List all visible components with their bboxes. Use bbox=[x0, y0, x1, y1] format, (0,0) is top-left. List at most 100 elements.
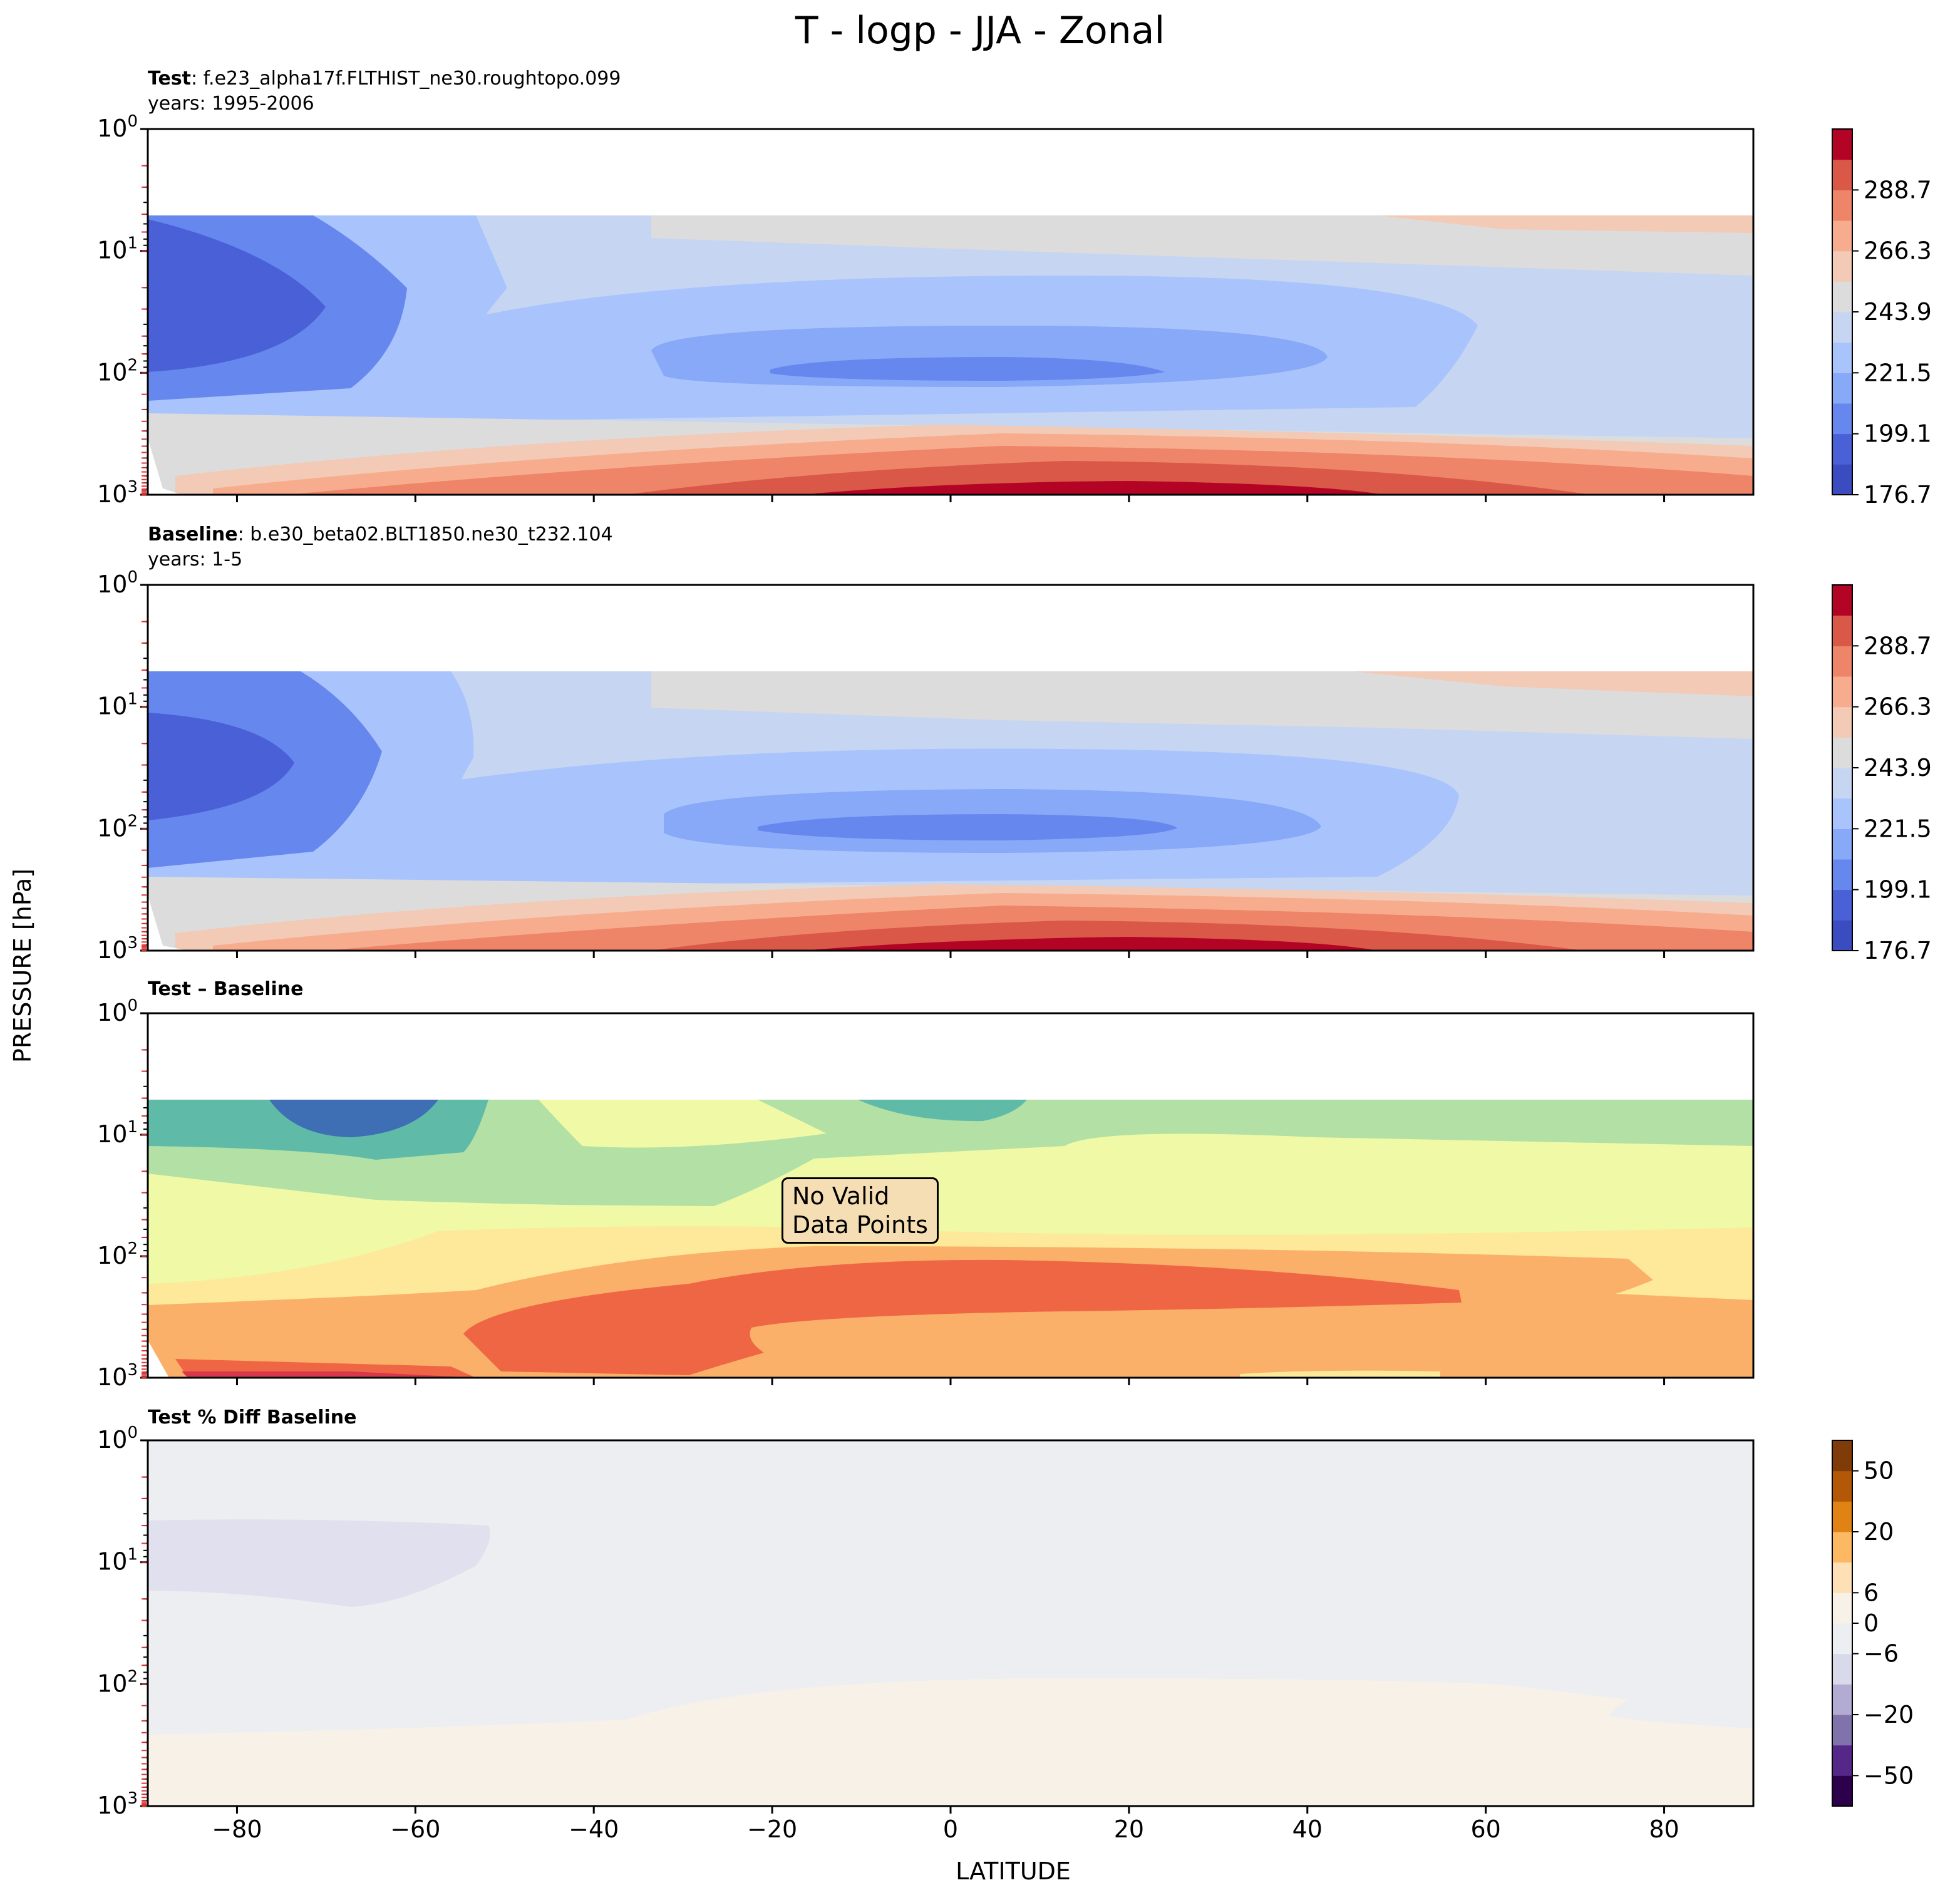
colorbar-segment bbox=[1832, 129, 1852, 160]
y-tick-label: 102 bbox=[97, 1667, 138, 1697]
colorbar-segment bbox=[1832, 1440, 1852, 1472]
x-tick-label: −80 bbox=[212, 1815, 262, 1843]
y-tick-label: 101 bbox=[97, 690, 138, 720]
y-tick-label: 103 bbox=[97, 478, 138, 508]
colorbar-segment bbox=[1832, 798, 1852, 829]
colorbar-segment bbox=[1832, 1775, 1852, 1807]
y-tick-label: 103 bbox=[97, 934, 138, 964]
y-tick-label: 100 bbox=[97, 1423, 138, 1453]
colorbar-segment bbox=[1832, 373, 1852, 404]
y-tick-label: 103 bbox=[97, 1789, 138, 1819]
y-axis-label: PRESSURE [hPa] bbox=[9, 868, 36, 1063]
colorbar-segment bbox=[1832, 920, 1852, 951]
colorbar-tick-label: 176.7 bbox=[1864, 937, 1932, 964]
colorbar-segment bbox=[1832, 1593, 1852, 1624]
x-tick-label: −60 bbox=[390, 1815, 440, 1843]
colorbar-tick-label: 221.5 bbox=[1864, 815, 1932, 842]
colorbar-tick-label: 288.7 bbox=[1864, 176, 1932, 204]
x-tick-label: 60 bbox=[1470, 1815, 1500, 1843]
colorbar-tick-label: 288.7 bbox=[1864, 632, 1932, 659]
baseline-contour-field bbox=[148, 585, 1753, 951]
diff-contour-field bbox=[148, 1013, 1753, 1378]
colorbar-segment bbox=[1832, 1715, 1852, 1746]
colorbar-segment bbox=[1832, 889, 1852, 921]
colorbar-tick-label: 0 bbox=[1864, 1609, 1879, 1637]
colorbar-segment bbox=[1832, 190, 1852, 221]
x-tick-label: −40 bbox=[569, 1815, 619, 1843]
colorbar-tick-label: 20 bbox=[1864, 1518, 1894, 1546]
y-tick-label: 101 bbox=[97, 234, 138, 264]
colorbar-tick-label: 6 bbox=[1864, 1579, 1879, 1606]
colorbar-segment bbox=[1832, 342, 1852, 373]
colorbar-tick-label: 199.1 bbox=[1864, 420, 1932, 448]
colorbar-segment bbox=[1832, 1745, 1852, 1776]
colorbar-segment bbox=[1832, 615, 1852, 646]
y-tick-label: 101 bbox=[97, 1546, 138, 1576]
baseline-label: Baseline bbox=[148, 524, 238, 545]
test-years: years: 1995-2006 bbox=[148, 93, 314, 115]
colorbar-segment bbox=[1832, 1562, 1852, 1593]
colorbar-segment bbox=[1832, 1532, 1852, 1563]
x-tick-label: 40 bbox=[1292, 1815, 1323, 1843]
colorbar-tick-label: 176.7 bbox=[1864, 481, 1932, 509]
baseline-panel-title: Baseline: b.e30_beta02.BLT1850.ne30_t232… bbox=[148, 522, 613, 572]
pctdiff-panel-title: Test % Diff Baseline bbox=[148, 1405, 357, 1430]
y-tick-label: 101 bbox=[97, 1118, 138, 1148]
y-tick-label: 102 bbox=[97, 1239, 138, 1269]
test-colorbar: 176.7 199.1 221.5 243.9 266.3 288.7 bbox=[1832, 128, 1932, 509]
pctdiff-label: Test % Diff Baseline bbox=[148, 1407, 357, 1428]
colorbar-segment bbox=[1832, 159, 1852, 190]
colorbar-segment bbox=[1832, 859, 1852, 891]
y-tick-label: 100 bbox=[97, 996, 138, 1026]
no-valid-line1: No Valid bbox=[792, 1182, 890, 1210]
colorbar-segment bbox=[1832, 1653, 1852, 1685]
x-tick-label: 80 bbox=[1649, 1815, 1679, 1843]
colorbar-tick-label: 50 bbox=[1864, 1457, 1894, 1485]
baseline-years: years: 1-5 bbox=[148, 549, 243, 571]
baseline-colorbar: 176.7 199.1 221.5 243.9 266.3 288.7 bbox=[1832, 584, 1932, 964]
colorbar-segment bbox=[1832, 829, 1852, 860]
baseline-case-name: : b.e30_beta02.BLT1850.ne30_t232.104 bbox=[237, 524, 613, 545]
colorbar-tick-label: 266.3 bbox=[1864, 693, 1932, 721]
colorbar-segment bbox=[1832, 646, 1852, 677]
colorbar-tick-label: −20 bbox=[1864, 1701, 1914, 1728]
test-contour-field bbox=[148, 129, 1753, 495]
y-tick-label: 102 bbox=[97, 356, 138, 386]
colorbar-segment bbox=[1832, 1501, 1852, 1532]
x-axis-label: LATITUDE bbox=[956, 1857, 1071, 1885]
colorbar-segment bbox=[1832, 1684, 1852, 1715]
y-tick-label: 100 bbox=[97, 112, 138, 142]
test-label: Test bbox=[148, 68, 192, 90]
colorbar-tick-label: −6 bbox=[1864, 1640, 1899, 1668]
colorbar-tick-label: 266.3 bbox=[1864, 237, 1932, 265]
pctdiff-colorbar: −50 −20 −6 0 6 20 50 bbox=[1832, 1440, 1914, 1807]
x-tick-label: 0 bbox=[943, 1815, 958, 1843]
colorbar-tick-label: 221.5 bbox=[1864, 359, 1932, 386]
test-panel-title: Test: f.e23_alpha17f.FLTHIST_ne30.rought… bbox=[148, 66, 621, 116]
colorbar-segment bbox=[1832, 737, 1852, 768]
colorbar-segment bbox=[1832, 464, 1852, 495]
colorbar-segment bbox=[1832, 220, 1852, 252]
colorbar-tick-label: 243.9 bbox=[1864, 298, 1932, 326]
y-tick-label: 100 bbox=[97, 568, 138, 598]
x-tick-label: 20 bbox=[1114, 1815, 1144, 1843]
colorbar-segment bbox=[1832, 403, 1852, 435]
no-valid-data-annotation: No Valid Data Points bbox=[781, 1177, 939, 1244]
colorbar-segment bbox=[1832, 1623, 1852, 1655]
colorbar-segment bbox=[1832, 433, 1852, 465]
pctdiff-contour-field bbox=[148, 1440, 1753, 1806]
y-tick-label: 102 bbox=[97, 812, 138, 842]
colorbar-tick-label: 199.1 bbox=[1864, 876, 1932, 904]
colorbar-segment bbox=[1832, 676, 1852, 708]
colorbar-tick-label: −50 bbox=[1864, 1762, 1914, 1789]
figure-title: T - logp - JJA - Zonal bbox=[795, 9, 1165, 53]
colorbar-segment bbox=[1832, 312, 1852, 343]
test-case-name: : f.e23_alpha17f.FLTHIST_ne30.roughtopo.… bbox=[191, 68, 621, 90]
colorbar-segment bbox=[1832, 1470, 1852, 1502]
colorbar-segment bbox=[1832, 281, 1852, 312]
diff-panel-title: Test – Baseline bbox=[148, 977, 304, 1002]
colorbar-tick-label: 243.9 bbox=[1864, 754, 1932, 782]
no-valid-line2: Data Points bbox=[792, 1211, 928, 1239]
diff-label: Test – Baseline bbox=[148, 978, 304, 1000]
